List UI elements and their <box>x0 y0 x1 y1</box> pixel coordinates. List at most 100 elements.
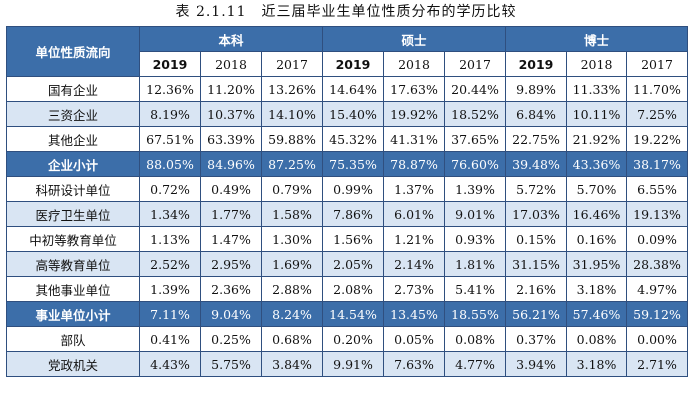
table-row: 国有企业 12.36% 11.20% 13.26% 14.64% 17.63% 20.44%… <box>6 76 688 102</box>
table-cell: 0.00% <box>626 326 688 352</box>
year-header: 2017 <box>626 51 688 77</box>
group-header-master: 硕士 <box>322 26 506 52</box>
row-label: 国有企业 <box>6 76 140 102</box>
table-cell: 87.25% <box>261 151 323 177</box>
table-cell: 5.72% <box>505 176 567 202</box>
table-cell: 88.05% <box>139 151 201 177</box>
year-header: 2018 <box>200 51 262 77</box>
table-cell: 76.60% <box>444 151 506 177</box>
table-cell: 9.04% <box>200 301 262 327</box>
table-cell: 7.86% <box>322 201 384 227</box>
table-cell: 43.36% <box>566 151 627 177</box>
table-row: 三资企业 8.19% 10.37% 14.10% 15.40% 19.92% 18.52% 6… <box>6 101 688 127</box>
table-cell: 1.77% <box>200 201 262 227</box>
table-cell: 0.08% <box>444 326 506 352</box>
table-cell: 11.33% <box>566 76 627 102</box>
table-cell: 18.52% <box>444 101 506 127</box>
table-cell: 2.16% <box>505 276 567 302</box>
table-cell: 8.19% <box>139 101 201 127</box>
table-cell: 10.37% <box>200 101 262 127</box>
table-cell: 4.77% <box>444 351 506 377</box>
table-cell: 3.94% <box>505 351 567 377</box>
distribution-table: 单位性质流向 本科 硕士 博士 2019 2018 2017 2019 2018… <box>6 26 688 377</box>
table-cell: 59.12% <box>626 301 688 327</box>
table-row: 中初等教育单位 1.13% 1.47% 1.30% 1.56% 1.21% 0.93% 0.1… <box>6 226 688 252</box>
table-cell: 0.41% <box>139 326 201 352</box>
table-cell: 59.88% <box>261 126 323 152</box>
table-cell: 1.58% <box>261 201 323 227</box>
row-label: 部队 <box>6 326 140 352</box>
year-header: 2018 <box>566 51 627 77</box>
year-header: 2019 <box>139 51 201 77</box>
table-cell: 1.13% <box>139 226 201 252</box>
table-cell: 2.05% <box>322 251 384 277</box>
table-cell: 1.81% <box>444 251 506 277</box>
table-cell: 9.89% <box>505 76 567 102</box>
table-cell: 0.08% <box>566 326 627 352</box>
table-cell: 37.65% <box>444 126 506 152</box>
table-cell: 3.84% <box>261 351 323 377</box>
table-cell: 1.30% <box>261 226 323 252</box>
table-cell: 5.75% <box>200 351 262 377</box>
row-label: 其他企业 <box>6 126 140 152</box>
table-cell: 56.21% <box>505 301 567 327</box>
table-row: 其他事业单位 1.39% 2.36% 2.88% 2.08% 2.73% 5.41% 2.16… <box>6 276 688 302</box>
table-cell: 20.44% <box>444 76 506 102</box>
table-cell: 6.01% <box>383 201 445 227</box>
year-header: 2019 <box>505 51 567 77</box>
subtotal-row: 事业单位小计 7.11% 9.04% 8.24% 14.54% 13.45% 18.55% 5… <box>6 301 688 327</box>
table-cell: 6.55% <box>626 176 688 202</box>
table-cell: 0.20% <box>322 326 384 352</box>
table-cell: 1.34% <box>139 201 201 227</box>
table-cell: 3.18% <box>566 276 627 302</box>
table-cell: 1.47% <box>200 226 262 252</box>
row-label: 中初等教育单位 <box>6 226 140 252</box>
table-cell: 2.73% <box>383 276 445 302</box>
table-cell: 15.40% <box>322 101 384 127</box>
table-cell: 16.46% <box>566 201 627 227</box>
table-cell: 0.49% <box>200 176 262 202</box>
table-cell: 2.71% <box>626 351 688 377</box>
table-cell: 0.68% <box>261 326 323 352</box>
table-cell: 1.69% <box>261 251 323 277</box>
table-title: 表 2.1.11 近三届毕业生单位性质分布的学历比较 <box>175 4 517 20</box>
table-row: 高等教育单位 2.52% 2.95% 1.69% 2.05% 2.14% 1.81% 31.1… <box>6 251 688 277</box>
row-label: 科研设计单位 <box>6 176 140 202</box>
table-cell: 75.35% <box>322 151 384 177</box>
table-cell: 28.38% <box>626 251 688 277</box>
table-cell: 39.48% <box>505 151 567 177</box>
table-cell: 7.25% <box>626 101 688 127</box>
group-header-bachelor: 本科 <box>139 26 323 52</box>
table-cell: 67.51% <box>139 126 201 152</box>
group-header-doctor: 博士 <box>505 26 688 52</box>
table-cell: 7.63% <box>383 351 445 377</box>
table-row: 党政机关 4.43% 5.75% 3.84% 9.91% 7.63% 4.77% 3.94% 3… <box>6 351 688 377</box>
year-header: 2017 <box>444 51 506 77</box>
table-cell: 78.87% <box>383 151 445 177</box>
year-header: 2019 <box>322 51 384 77</box>
table-cell: 18.55% <box>444 301 506 327</box>
table-cell: 19.22% <box>626 126 688 152</box>
table-cell: 13.26% <box>261 76 323 102</box>
table-cell: 31.95% <box>566 251 627 277</box>
row-label: 其他事业单位 <box>6 276 140 302</box>
table-cell: 14.64% <box>322 76 384 102</box>
table-cell: 5.70% <box>566 176 627 202</box>
row-label: 医疗卫生单位 <box>6 201 140 227</box>
table-row: 科研设计单位 0.72% 0.49% 0.79% 0.99% 1.37% 1.39% 5.72… <box>6 176 688 202</box>
table-row: 医疗卫生单位 1.34% 1.77% 1.58% 7.86% 6.01% 9.01% 17.0… <box>6 201 688 227</box>
table-cell: 7.11% <box>139 301 201 327</box>
table-cell: 0.15% <box>505 226 567 252</box>
table-cell: 13.45% <box>383 301 445 327</box>
table-cell: 1.21% <box>383 226 445 252</box>
table-cell: 0.72% <box>139 176 201 202</box>
table-row: 部队 0.41% 0.25% 0.68% 0.20% 0.05% 0.08% 0.37% 0.0… <box>6 326 688 352</box>
year-header: 2017 <box>261 51 323 77</box>
table-cell: 6.84% <box>505 101 567 127</box>
table-cell: 2.36% <box>200 276 262 302</box>
table-cell: 12.36% <box>139 76 201 102</box>
table-cell: 38.17% <box>626 151 688 177</box>
table-cell: 14.54% <box>322 301 384 327</box>
table-cell: 0.99% <box>322 176 384 202</box>
row-label: 企业小计 <box>6 151 140 177</box>
